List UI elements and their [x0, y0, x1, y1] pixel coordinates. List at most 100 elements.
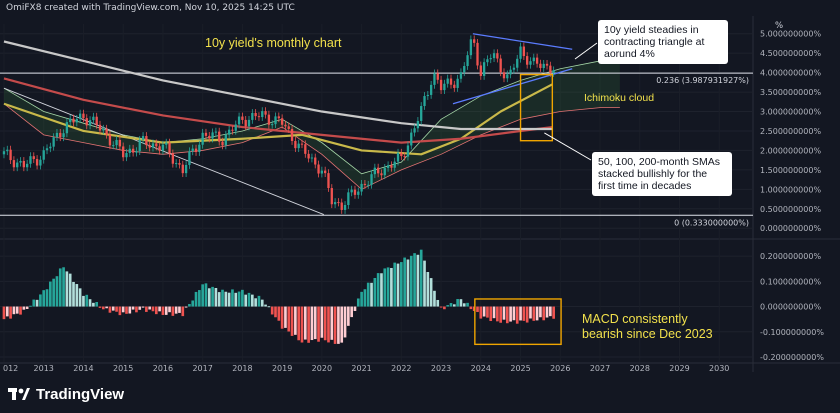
macd-bar — [489, 306, 493, 322]
macd-bar — [217, 292, 221, 307]
candle-body — [128, 148, 131, 154]
price-tick-label: 3.000000000% — [760, 108, 821, 117]
candle-body — [353, 189, 357, 195]
macd-bar — [201, 284, 204, 307]
candle-body — [439, 79, 443, 91]
macd-bar — [198, 290, 201, 307]
macd-tick-label: 0.000000000% — [760, 303, 821, 312]
macd-bar — [22, 306, 26, 310]
candle-body — [433, 73, 436, 85]
candle-body — [227, 129, 231, 135]
candle-body — [506, 74, 509, 79]
candle-body — [314, 157, 317, 165]
candle-body — [138, 139, 141, 152]
candle-body — [489, 58, 492, 60]
unit-label: % — [775, 21, 783, 31]
candle-body — [208, 135, 211, 139]
macd-bar — [360, 291, 363, 307]
macd-bar — [131, 306, 135, 310]
candle-body — [135, 151, 138, 153]
macd-bar — [251, 294, 254, 307]
price-tick-label: 5.000000000% — [760, 30, 821, 39]
macd-bar — [482, 306, 486, 317]
macd-bar — [327, 306, 330, 343]
candle-body — [423, 96, 426, 107]
candle-body — [393, 161, 396, 168]
candle-body — [201, 132, 204, 145]
candle-body — [277, 116, 280, 119]
candle-body — [466, 55, 469, 67]
macd-bar — [350, 306, 353, 318]
candle-body — [320, 170, 324, 174]
macd-bar — [439, 306, 443, 308]
candle-body — [280, 118, 284, 125]
sma-annotation: 50, 100, 200-month SMAs stacked bullishl… — [592, 152, 732, 196]
macd-bar — [85, 294, 89, 307]
macd-bar — [505, 306, 509, 324]
time-tick-label: 2014 — [73, 364, 93, 373]
candle-body — [284, 124, 287, 127]
macd-bar — [168, 306, 171, 313]
macd-bar — [317, 306, 320, 342]
macd-bar — [396, 263, 400, 307]
macd-bar — [191, 300, 195, 307]
macd-bar — [284, 306, 287, 328]
macd-bar — [549, 306, 552, 317]
candle-body — [380, 173, 383, 176]
price-tick-label: 2.000000000% — [760, 146, 821, 155]
candle-body — [486, 59, 489, 63]
sma-callout-pointer — [544, 132, 592, 161]
candle-body — [370, 174, 373, 185]
macd-bar — [525, 306, 529, 323]
macd-bar — [313, 306, 317, 340]
macd-bar — [52, 278, 55, 307]
candle-body — [416, 120, 420, 129]
macd-bar — [406, 259, 410, 307]
candle-body — [211, 132, 214, 139]
candle-body — [324, 170, 327, 174]
time-tick-label: 2024 — [471, 364, 491, 373]
time-tick-label: 2023 — [431, 364, 451, 373]
macd-bar — [247, 292, 251, 307]
candle-body — [118, 139, 122, 147]
time-tick-label: 2026 — [550, 364, 570, 373]
candle-body — [241, 116, 244, 120]
candle-body — [535, 57, 539, 64]
time-tick-label: 2016 — [153, 364, 173, 373]
macd-bar — [25, 306, 29, 309]
tradingview-logo[interactable]: TradingView — [8, 386, 124, 403]
tradingview-logo-text: TradingView — [36, 386, 125, 403]
candle-body — [347, 192, 350, 206]
sma-line-2 — [3, 40, 553, 131]
macd-bar — [502, 306, 506, 320]
macd-bar — [62, 267, 65, 307]
price-tick-label: 1.000000000% — [760, 185, 821, 194]
macd-bar — [158, 306, 161, 312]
macd-bar — [15, 306, 19, 314]
macd-bar — [39, 294, 42, 307]
candle-body — [479, 65, 482, 76]
macd-bar — [105, 306, 108, 309]
macd-bar — [529, 306, 532, 319]
candle-body — [141, 136, 145, 140]
macd-bar — [413, 253, 416, 307]
cloud-fill — [3, 60, 620, 190]
macd-bar — [204, 283, 208, 307]
macd-bar — [552, 306, 555, 319]
candle-body — [264, 111, 267, 115]
macd-bar — [32, 299, 36, 307]
macd-highlight-box — [474, 298, 562, 346]
time-tick-label: 2022 — [391, 364, 411, 373]
macd-annotation-line-2: bearish since Dec 2023 — [582, 327, 713, 341]
candle-body — [52, 137, 55, 147]
candle-body — [95, 116, 98, 125]
macd-tick-label: -0.200000000% — [760, 353, 824, 362]
macd-bar — [95, 302, 99, 307]
macd-bar — [101, 306, 105, 310]
candle-body — [526, 56, 529, 65]
macd-bar — [65, 271, 69, 307]
macd-histogram — [2, 249, 555, 344]
macd-bar — [307, 306, 310, 343]
fib-level-label: 0 (0.333000000%) — [674, 218, 749, 227]
